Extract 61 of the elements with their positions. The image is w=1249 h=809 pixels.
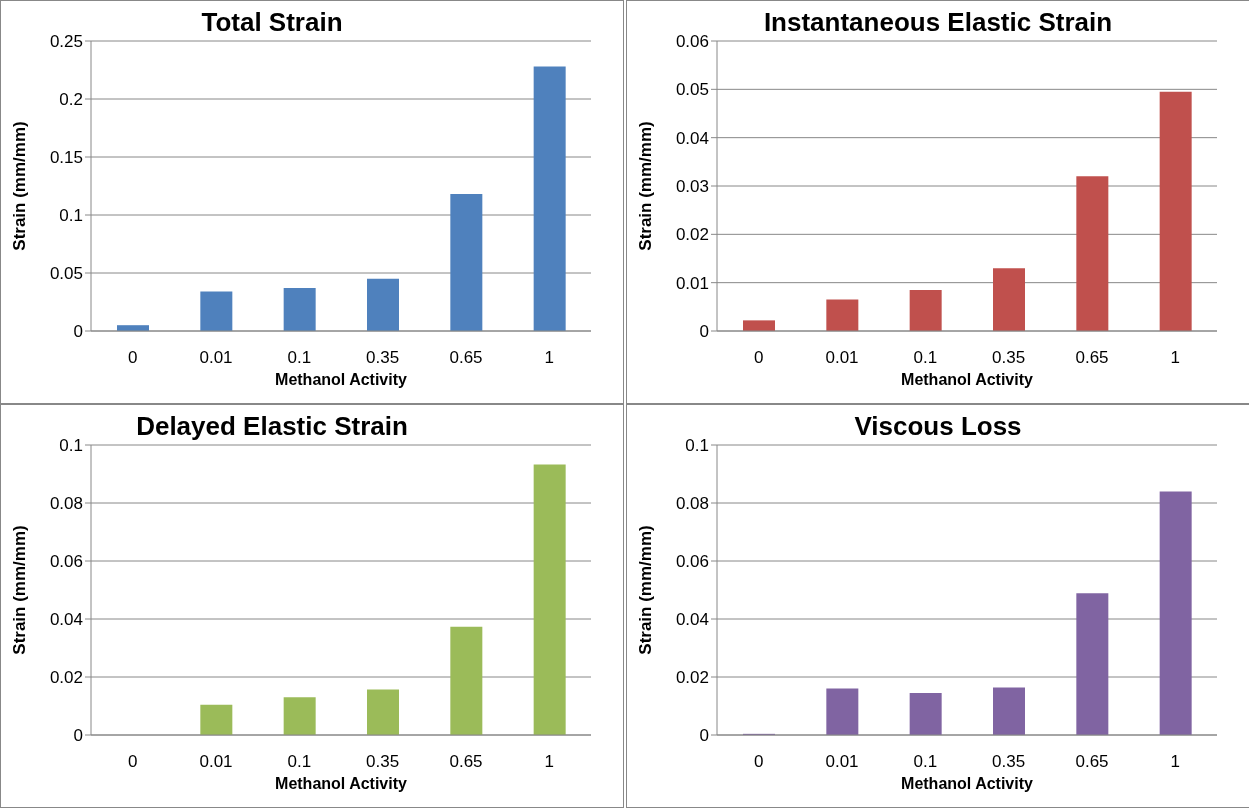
y-tick-label: 0.15 <box>49 148 83 168</box>
y-tick-label: 0.02 <box>49 668 83 688</box>
x-tick-label: 0.35 <box>366 752 400 772</box>
chart-title: Viscous Loss <box>854 411 1022 441</box>
y-tick-label: 0.04 <box>675 128 709 148</box>
y-axis-title: Strain (mm/mm) <box>10 525 30 655</box>
chart-title: Instantaneous Elastic Strain <box>763 7 1113 37</box>
x-tick-label: 0.1 <box>287 348 312 368</box>
chart-title: Delayed Elastic Strain <box>136 411 408 441</box>
x-tick-label: 0.01 <box>199 752 233 772</box>
y-tick-label: 0.1 <box>59 206 83 226</box>
y-axis-title: Strain (mm/mm) <box>636 121 656 251</box>
y-tick-label: 0.02 <box>675 668 709 688</box>
y-tick-label: 0.1 <box>59 436 83 456</box>
x-axis-title: Methanol Activity <box>901 775 1034 792</box>
x-tick-label: 1 <box>1170 348 1181 368</box>
x-axis-title: Methanol Activity <box>901 371 1034 388</box>
y-tick-label: 0.1 <box>685 436 709 456</box>
x-tick-label: 0.65 <box>449 752 483 772</box>
y-tick-label: 0.05 <box>675 80 709 100</box>
x-tick-label: 0.1 <box>913 348 938 368</box>
y-tick-label: 0.2 <box>59 90 83 110</box>
y-tick-label: 0 <box>73 322 83 342</box>
y-tick-label: 0 <box>699 322 709 342</box>
x-tick-label: 0.01 <box>825 752 859 772</box>
y-tick-label: 0.04 <box>675 610 709 630</box>
x-tick-label: 1 <box>1170 752 1181 772</box>
y-tick-label: 0 <box>73 726 83 746</box>
x-tick-label: 0.65 <box>449 348 483 368</box>
x-tick-label: 0.1 <box>913 752 938 772</box>
y-tick-label: 0.08 <box>49 494 83 514</box>
chart-title: Total Strain <box>201 7 343 37</box>
y-tick-label: 0.04 <box>49 610 83 630</box>
x-tick-label: 0.35 <box>992 348 1026 368</box>
y-tick-label: 0 <box>699 726 709 746</box>
y-tick-label: 0.06 <box>675 552 709 572</box>
x-tick-label: 0 <box>127 348 138 368</box>
y-tick-label: 0.05 <box>49 264 83 284</box>
x-tick-label: 0.35 <box>366 348 400 368</box>
x-tick-label: 0.35 <box>992 752 1026 772</box>
x-tick-label: 0 <box>753 752 764 772</box>
x-tick-label: 0 <box>753 348 764 368</box>
x-tick-label: 0.65 <box>1075 752 1109 772</box>
y-tick-label: 0.25 <box>49 32 83 52</box>
x-tick-label: 0 <box>127 752 138 772</box>
x-tick-label: 0.65 <box>1075 348 1109 368</box>
x-tick-label: 0.01 <box>199 348 233 368</box>
y-tick-label: 0.02 <box>675 225 709 245</box>
x-tick-label: 1 <box>544 752 555 772</box>
x-axis-title: Methanol Activity <box>275 371 408 388</box>
y-tick-label: 0.08 <box>675 494 709 514</box>
x-axis-title: Methanol Activity <box>275 775 408 792</box>
y-tick-label: 0.03 <box>675 177 709 197</box>
x-tick-label: 0.01 <box>825 348 859 368</box>
y-tick-label: 0.01 <box>675 273 709 293</box>
y-tick-label: 0.06 <box>49 552 83 572</box>
x-tick-label: 1 <box>544 348 555 368</box>
y-axis-title: Strain (mm/mm) <box>636 525 656 655</box>
y-axis-title: Strain (mm/mm) <box>10 121 30 251</box>
x-tick-label: 0.1 <box>287 752 312 772</box>
y-tick-label: 0.06 <box>675 32 709 52</box>
